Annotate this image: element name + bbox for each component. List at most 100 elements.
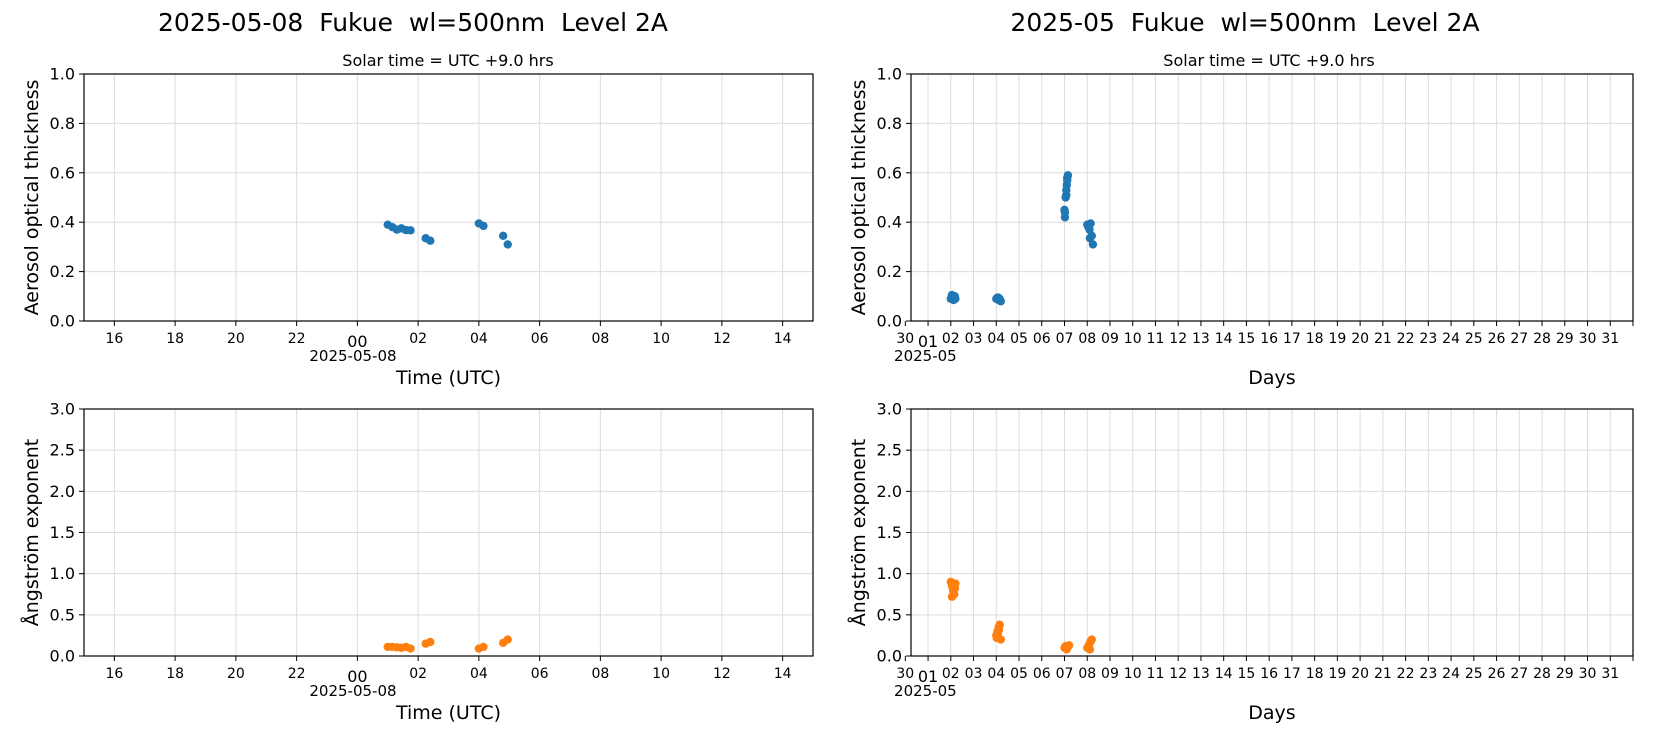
data-point (406, 644, 415, 653)
y-tick-label: 2.0 (50, 482, 75, 501)
x-axis-label: Time (UTC) (395, 702, 501, 724)
x-tick-label: 31 (1601, 666, 1619, 682)
x-tick-label: 20 (1351, 666, 1369, 682)
y-tick-label: 3.0 (877, 400, 902, 419)
x-offset-date-label: 2025-05-08 (309, 682, 396, 700)
x-tick-label: 17 (1283, 666, 1301, 682)
y-axis-label: Ångström exponent (847, 439, 870, 627)
x-tick-label: 14 (1215, 666, 1233, 682)
x-tick-label: 04 (987, 666, 1005, 682)
x-tick-label: 08 (591, 331, 609, 347)
x-tick-label: 22 (1397, 666, 1415, 682)
data-point (498, 231, 508, 240)
x-tick-label: 13 (1192, 331, 1210, 347)
y-tick-label: 2.5 (877, 441, 902, 460)
x-tick-label: 03 (965, 331, 983, 347)
data-point (426, 236, 435, 245)
data-point (948, 580, 957, 590)
right-figure-subtitle: Solar time = UTC +9.0 hrs (1163, 51, 1375, 70)
x-tick-label: 25 (1465, 666, 1483, 682)
data-point (479, 642, 488, 652)
right-figure-title: 2025-05 Fukue wl=500nm Level 2A (1010, 8, 1480, 37)
x-tick-label: 02 (409, 331, 427, 347)
y-tick-label: 0.2 (50, 262, 75, 281)
x-tick-label: 30 (1579, 666, 1597, 682)
x-tick-label: 02 (409, 666, 427, 682)
x-tick-label: 19 (1328, 331, 1346, 347)
data-point (1060, 208, 1070, 217)
x-tick-label: 30 (896, 331, 914, 347)
x-tick-label: 16 (1260, 666, 1278, 682)
x-tick-label: 20 (1351, 331, 1369, 347)
x-tick-label: 07 (1056, 666, 1074, 682)
x-tick-label: 14 (774, 666, 792, 682)
data-point (1063, 176, 1072, 185)
x-tick-label: 23 (1419, 331, 1437, 347)
x-tick-label: 21 (1374, 331, 1392, 347)
data-point (950, 292, 960, 301)
y-tick-label: 0.5 (50, 605, 75, 624)
data-point (426, 637, 435, 647)
data-point (992, 633, 1001, 643)
data-point (479, 221, 488, 231)
left-figure-title: 2025-05-08 Fukue wl=500nm Level 2A (158, 8, 668, 37)
x-tick-label: 17 (1283, 331, 1301, 347)
y-axis-label: Ångström exponent (20, 439, 43, 627)
daily-angstrom-chart: 16 18 20 22 00 02 04 06 08 10 12 14 2025-05-08 0.0 0.5… (20, 400, 814, 724)
x-tick-label: 10 (652, 666, 670, 682)
x-tick-label: 29 (1556, 666, 1574, 682)
x-tick-label: 16 (105, 331, 123, 347)
data-point (406, 226, 415, 235)
left-figure-subtitle: Solar time = UTC +9.0 hrs (342, 51, 554, 70)
y-tick-label: 2.5 (50, 441, 75, 460)
x-tick-label: 23 (1419, 666, 1437, 682)
y-tick-label: 0.6 (50, 163, 75, 182)
x-tick-label: 08 (1078, 331, 1096, 347)
y-tick-label: 0.2 (877, 262, 902, 281)
y-tick-label: 1.0 (50, 564, 75, 583)
x-tick-label: 20 (227, 331, 245, 347)
x-tick-label: 05 (1010, 331, 1028, 347)
y-tick-label: 0.5 (877, 605, 902, 624)
x-tick-label: 06 (1033, 331, 1051, 347)
x-tick-label: 10 (1124, 666, 1142, 682)
x-tick-label: 13 (1192, 666, 1210, 682)
data-point (1062, 644, 1071, 653)
x-tick-label: 10 (1124, 331, 1142, 347)
x-tick-label: 18 (166, 666, 184, 682)
x-tick-label: 07 (1056, 331, 1074, 347)
x-tick-label: 24 (1442, 331, 1460, 347)
x-tick-label: 27 (1510, 666, 1528, 682)
x-tick-label: 11 (1147, 666, 1165, 682)
x-tick-label: 20 (227, 666, 245, 682)
x-tick-label: 00 (347, 332, 367, 351)
x-tick-label: 11 (1147, 331, 1165, 347)
x-tick-label: 30 (896, 666, 914, 682)
y-tick-label: 1.0 (877, 65, 902, 84)
x-tick-label: 01 (918, 332, 938, 351)
y-tick-label: 0.0 (877, 647, 902, 666)
data-point (1085, 645, 1095, 654)
x-tick-label: 21 (1374, 666, 1392, 682)
y-tick-label: 0.0 (50, 647, 75, 666)
x-offset-date-label: 2025-05 (894, 682, 957, 700)
x-tick-label: 25 (1465, 331, 1483, 347)
x-tick-label: 28 (1533, 666, 1551, 682)
x-tick-label: 15 (1238, 666, 1256, 682)
x-tick-label: 26 (1488, 666, 1506, 682)
x-tick-label: 18 (1306, 331, 1324, 347)
x-tick-label: 06 (531, 331, 549, 347)
plot-frame (910, 73, 1634, 322)
x-tick-label: 05 (1010, 666, 1028, 682)
data-point (993, 293, 1003, 302)
x-tick-label: 16 (105, 666, 123, 682)
y-tick-label: 0.6 (877, 163, 902, 182)
y-tick-label: 0.8 (50, 114, 75, 133)
x-tick-label: 02 (942, 331, 960, 347)
x-tick-label: 28 (1533, 331, 1551, 347)
x-tick-label: 14 (774, 331, 792, 347)
x-tick-label: 06 (531, 666, 549, 682)
monthly-angstrom-chart: 30 01 02 03 04 05 06 07 08 09 10 11 12 13 14 15 16 17 18 19… (847, 400, 1634, 724)
x-axis-label: Days (1248, 702, 1295, 724)
x-tick-label: 04 (987, 331, 1005, 347)
